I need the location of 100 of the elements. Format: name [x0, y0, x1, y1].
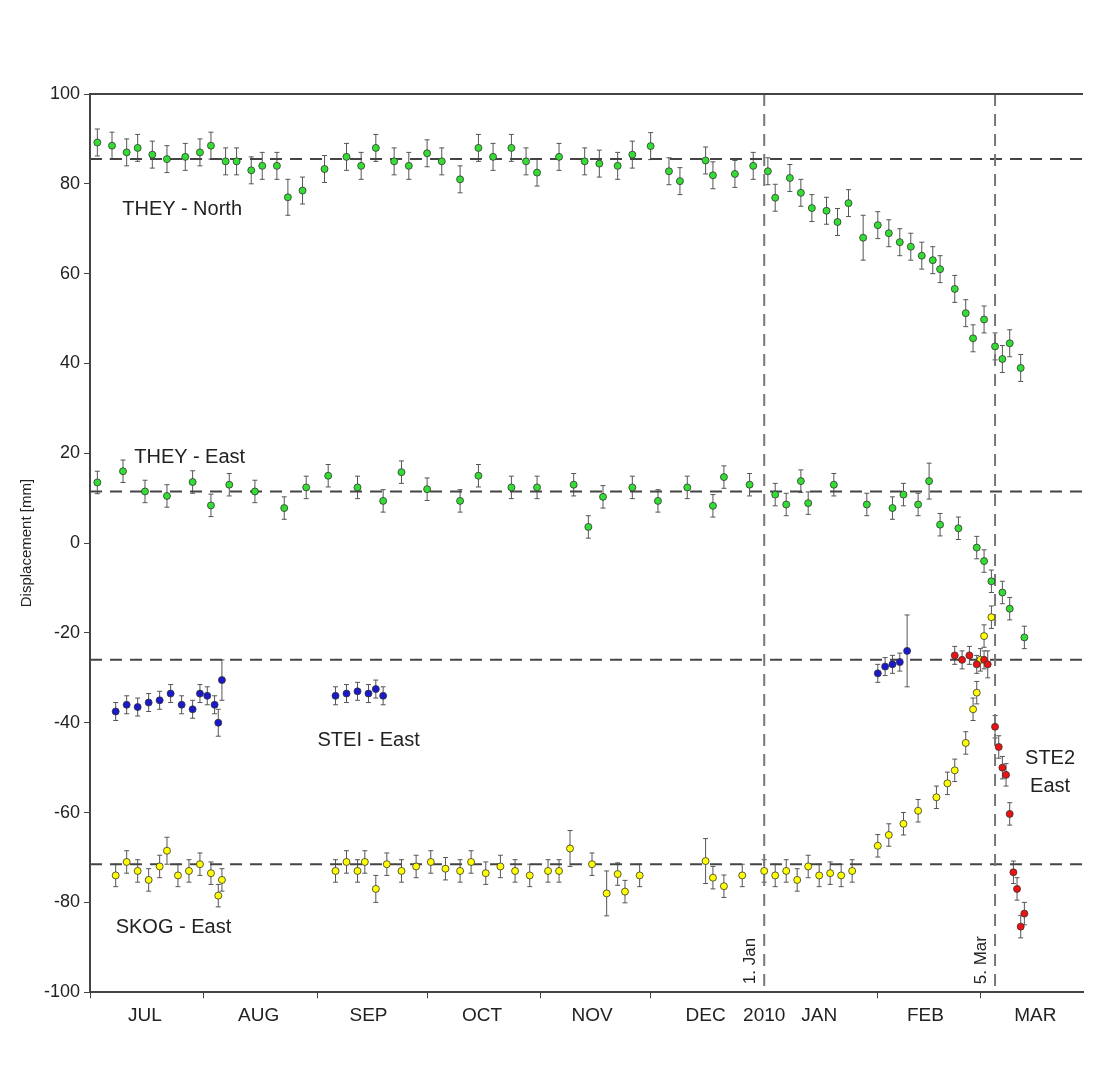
- point: [364, 689, 373, 698]
- point: [379, 496, 388, 505]
- series-label: THEY - North: [122, 197, 243, 220]
- point: [188, 478, 197, 486]
- point: [771, 490, 780, 499]
- y-tick-label: 80: [60, 172, 81, 193]
- point: [353, 483, 362, 492]
- point: [914, 500, 923, 509]
- point: [474, 471, 483, 480]
- series-label: STEI - East: [317, 728, 421, 751]
- point: [214, 718, 223, 727]
- point: [628, 483, 637, 492]
- point: [353, 687, 362, 696]
- y-axis-title: Displacement [mm]: [17, 478, 35, 608]
- point: [423, 485, 432, 494]
- point: [111, 707, 120, 716]
- point: [379, 691, 388, 700]
- point: [371, 685, 380, 693]
- x-tick-label: DEC: [685, 1003, 726, 1025]
- point: [954, 524, 963, 533]
- point: [683, 483, 692, 492]
- point: [1016, 922, 1025, 931]
- point: [903, 646, 912, 655]
- point: [196, 689, 204, 698]
- y-tick-label: 0: [70, 532, 81, 553]
- point: [599, 492, 607, 501]
- x-tick-label: FEB: [906, 1003, 944, 1025]
- point: [119, 467, 127, 476]
- series-label: THEY - East: [134, 444, 246, 467]
- point: [1002, 770, 1010, 779]
- x-tick-label: OCT: [462, 1003, 503, 1025]
- point: [965, 651, 974, 660]
- point: [331, 691, 340, 700]
- point: [1005, 810, 1014, 818]
- point: [980, 557, 988, 565]
- point: [533, 483, 541, 492]
- point: [1020, 633, 1029, 642]
- point: [210, 700, 219, 709]
- y-tick-label: -100: [44, 981, 81, 1002]
- point: [709, 501, 717, 510]
- point: [166, 689, 175, 698]
- point: [251, 487, 259, 496]
- point: [93, 478, 102, 487]
- point: [397, 468, 406, 477]
- y-tick-label: -20: [54, 621, 81, 642]
- x-tick-label: JUL: [128, 1003, 162, 1025]
- point: [994, 743, 1003, 751]
- point: [1013, 885, 1021, 893]
- point: [796, 477, 805, 486]
- point: [873, 669, 882, 678]
- series-label: STE2 East: [1025, 746, 1076, 797]
- ref-line-label: 5. Mar: [971, 935, 991, 985]
- point: [302, 483, 311, 492]
- x-tick-label: MAR: [1014, 1003, 1057, 1025]
- x-tick-label: SEP: [349, 1003, 388, 1025]
- point: [720, 473, 728, 481]
- point: [144, 698, 153, 707]
- point: [888, 660, 897, 669]
- point: [983, 660, 992, 669]
- point: [862, 500, 871, 509]
- point: [782, 500, 791, 509]
- series-label: SKOG - East: [115, 914, 232, 937]
- point: [141, 487, 149, 496]
- point: [936, 520, 944, 529]
- y-tick-label: 20: [60, 442, 81, 463]
- point: [654, 496, 662, 505]
- y-tick-label: -40: [54, 711, 81, 732]
- point: [925, 477, 934, 486]
- y-tick-label: 60: [60, 262, 81, 283]
- point: [899, 490, 908, 499]
- ref-line-label: 1. Jan: [740, 937, 760, 985]
- point: [507, 483, 516, 492]
- point: [958, 655, 966, 664]
- point: [456, 496, 464, 505]
- point: [1005, 604, 1014, 613]
- point: [133, 703, 142, 711]
- point: [163, 492, 171, 500]
- point: [225, 480, 234, 489]
- point: [1020, 909, 1029, 918]
- point: [1009, 868, 1018, 877]
- point: [188, 705, 197, 714]
- y-tick-label: 40: [60, 352, 81, 373]
- point: [991, 722, 999, 731]
- point: [324, 471, 333, 480]
- point: [888, 504, 897, 512]
- point: [584, 523, 593, 531]
- point: [895, 658, 904, 667]
- y-tick-label: 100: [49, 82, 81, 103]
- point: [998, 763, 1007, 772]
- point: [745, 480, 754, 489]
- point: [177, 700, 186, 709]
- point: [207, 501, 215, 510]
- point: [122, 700, 131, 709]
- point: [950, 651, 959, 660]
- point: [998, 588, 1007, 597]
- point: [987, 577, 996, 586]
- point: [829, 480, 838, 489]
- x-tick-label: AUG: [237, 1003, 280, 1025]
- point: [804, 499, 813, 508]
- x-tick-label: NOV: [571, 1003, 613, 1025]
